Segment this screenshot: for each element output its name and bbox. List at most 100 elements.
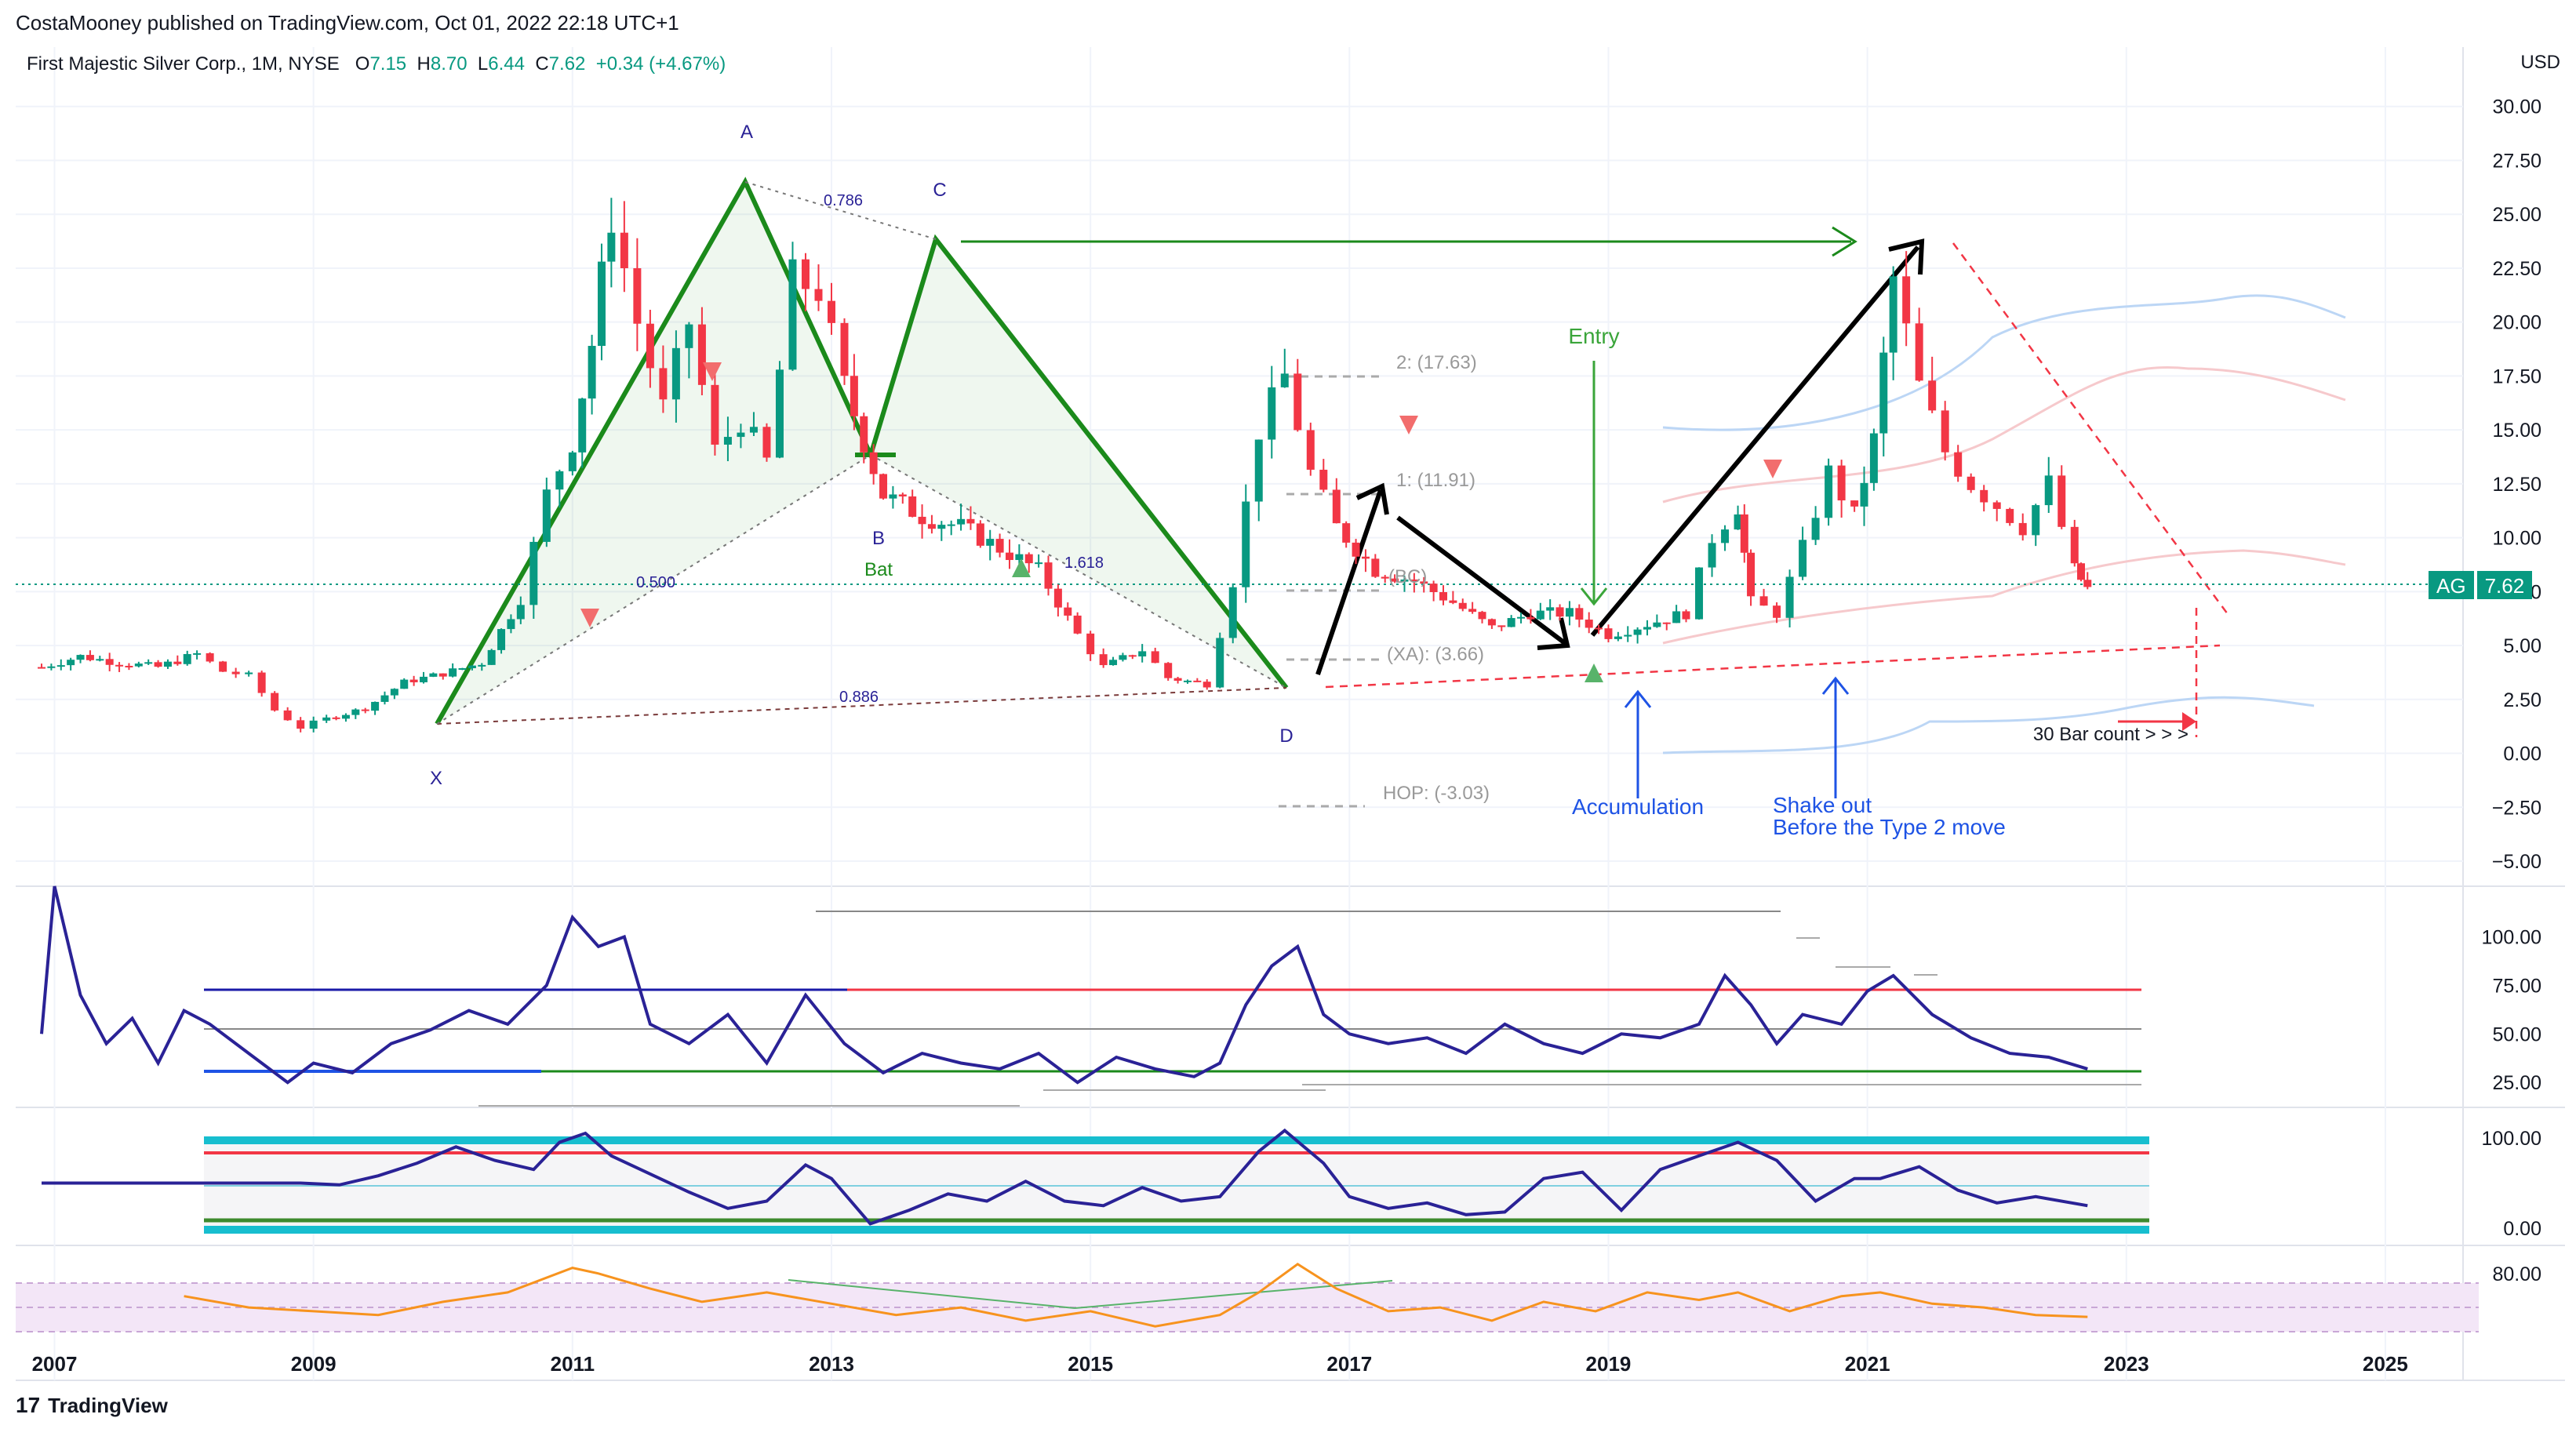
candle-body xyxy=(134,663,143,667)
candle-body xyxy=(322,717,331,721)
candle-body xyxy=(1064,607,1072,616)
candle-body xyxy=(1352,542,1360,557)
price-tick: −5.00 xyxy=(2492,851,2541,873)
price-tick: 5.00 xyxy=(2503,635,2541,657)
candle-body xyxy=(947,524,955,526)
annotation-label: 0.500 xyxy=(636,574,675,591)
bat-bd-diagonal xyxy=(870,454,1287,689)
stochastic-axis: 100.00 0.00 xyxy=(2482,1128,2541,1240)
candle-body xyxy=(659,368,668,400)
candle-body xyxy=(976,523,984,546)
currency-label[interactable]: USD xyxy=(2520,52,2560,73)
candle-body xyxy=(163,661,172,667)
candle-body xyxy=(1860,482,1868,507)
candle-body xyxy=(468,665,476,668)
candle-body xyxy=(860,416,868,453)
candle-body xyxy=(1992,502,2001,509)
candle-body xyxy=(1633,629,1642,635)
candle-body xyxy=(2032,505,2040,536)
candle-body xyxy=(850,376,858,416)
candle-body xyxy=(219,661,227,672)
candle-body xyxy=(2044,475,2053,506)
candle-body xyxy=(1517,616,1526,619)
candle-body xyxy=(105,659,114,665)
candle-body xyxy=(1005,552,1013,561)
candle-body xyxy=(711,384,719,445)
time-tick-2023: 2023 xyxy=(2104,1352,2149,1376)
price-tick: 15.00 xyxy=(2492,420,2541,442)
candle-body xyxy=(607,232,616,262)
candlestick-series[interactable] xyxy=(38,198,2092,733)
candle-body xyxy=(206,653,214,662)
candle-body xyxy=(1811,518,1820,540)
annotation-label: Shake out xyxy=(1773,793,1872,817)
time-tick-2021: 2021 xyxy=(1845,1352,1890,1376)
candle-body xyxy=(1928,380,1937,411)
candle-body xyxy=(889,494,897,499)
candle-body xyxy=(1747,552,1756,597)
candle-body xyxy=(1555,607,1564,617)
candle-body xyxy=(840,322,849,376)
candle-body xyxy=(56,665,65,667)
candle-body xyxy=(1202,682,1211,688)
candle-body xyxy=(828,300,835,323)
band-lower-red xyxy=(1662,549,2346,645)
candle-body xyxy=(1183,680,1192,682)
signal-triangles xyxy=(580,362,1782,682)
annotation-label: 0.786 xyxy=(824,192,863,209)
bat-pattern[interactable] xyxy=(435,176,1289,725)
annotation-label: 0.886 xyxy=(839,689,879,706)
candle-body xyxy=(371,701,380,711)
candle-body xyxy=(578,398,587,453)
candle-body xyxy=(1073,615,1082,634)
candle-body xyxy=(409,679,418,682)
symbol-name: First Majestic Silver Corp., 1M, NYSE xyxy=(27,53,340,75)
candle-body xyxy=(1164,663,1173,678)
candle-body xyxy=(297,720,305,729)
candle-body xyxy=(1173,678,1182,681)
candle-body xyxy=(1526,616,1535,620)
indicator-tick: 100.00 xyxy=(2482,1128,2541,1150)
high-label: H xyxy=(417,53,431,75)
open-label: O xyxy=(355,53,370,75)
candle-body xyxy=(986,539,995,546)
indicator-tick: 80.00 xyxy=(2492,1263,2541,1285)
rsi-pane[interactable]: 100.00 75.00 50.00 25.00 xyxy=(40,885,2541,1107)
bat-xb-diagonal xyxy=(436,454,871,725)
candle-body xyxy=(1099,654,1108,666)
close-value: 7.62 xyxy=(548,53,586,75)
candle-body xyxy=(568,452,577,471)
oscillator-pane[interactable]: 80.00 xyxy=(16,1262,2541,1332)
candle-body xyxy=(1672,611,1681,623)
annotation-label: X xyxy=(430,768,442,789)
stochastic-line xyxy=(42,1128,2088,1226)
publisher-line: CostaMooney published on TradingView.com… xyxy=(16,11,679,35)
time-tick-2019: 2019 xyxy=(1586,1352,1632,1376)
candle-body xyxy=(1487,619,1496,626)
candle-body xyxy=(1151,651,1159,663)
candle-body xyxy=(1449,600,1457,603)
candle-body xyxy=(173,661,182,664)
candle-body xyxy=(516,605,525,620)
candle-body xyxy=(957,518,966,525)
candle-body xyxy=(646,323,654,369)
candle-body xyxy=(1086,633,1095,655)
candle-body xyxy=(633,268,642,324)
candle-body xyxy=(245,672,253,674)
annotation-label: Before the Type 2 move xyxy=(1773,815,2006,839)
candle-body xyxy=(762,427,771,458)
candle-body xyxy=(1371,558,1380,577)
candle-body xyxy=(1228,587,1237,638)
shakeout-arrow xyxy=(1821,676,1850,798)
tradingview-footer[interactable]: 17 TradingView xyxy=(16,1393,168,1418)
candle-body xyxy=(1682,611,1690,620)
candle-body xyxy=(1740,514,1748,553)
symbol-legend[interactable]: First Majestic Silver Corp., 1M, NYSE O 7… xyxy=(27,53,726,75)
candle-body xyxy=(1053,588,1062,608)
candle-body xyxy=(1216,638,1224,688)
candle-body xyxy=(271,693,279,711)
candle-body xyxy=(38,667,46,669)
stochastic-pane[interactable]: 100.00 0.00 xyxy=(42,1128,2541,1240)
